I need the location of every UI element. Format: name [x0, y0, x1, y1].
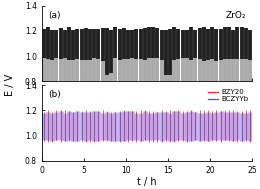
Text: ZrO₂: ZrO₂: [225, 11, 246, 20]
Text: (a): (a): [48, 11, 60, 20]
X-axis label: t / h: t / h: [137, 177, 157, 187]
Legend: BZY20, BCZYYb: BZY20, BCZYYb: [207, 88, 249, 103]
Text: (b): (b): [48, 90, 61, 99]
Text: E / V: E / V: [5, 74, 15, 96]
